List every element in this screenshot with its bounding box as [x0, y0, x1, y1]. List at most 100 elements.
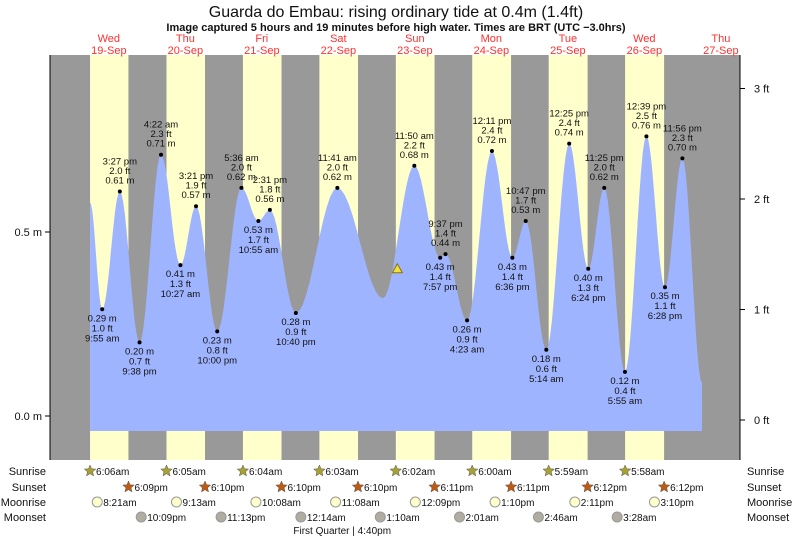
low-tide-time: 6:36 pm	[495, 282, 529, 293]
low-tide-height-ft: 0.9 ft	[457, 334, 478, 345]
high-tide-time: 10:47 pm	[506, 186, 546, 197]
low-tide-height-m: 0.20 m	[125, 346, 154, 357]
high-tide-height-ft: 2.5 ft	[636, 111, 657, 122]
low-tide-point	[622, 369, 627, 374]
moonrise-moon-icon	[569, 496, 581, 508]
low-tide-point	[178, 263, 183, 268]
moonset-time: 2:46am	[544, 513, 577, 524]
high-tide-height-m: 0.56 m	[255, 194, 284, 205]
moonrise-time: 9:13am	[182, 498, 215, 509]
low-tide-height-ft: 0.7 ft	[129, 356, 150, 367]
sunset-time: 6:11pm	[517, 483, 550, 494]
sunrise-time: 6:02am	[402, 467, 435, 478]
sunrise-time: 5:59am	[555, 467, 588, 478]
date-label: 27-Sep	[703, 45, 738, 57]
sunset-time: 6:10pm	[364, 483, 397, 494]
chart-title: Guarda do Embau: rising ordinary tide at…	[209, 4, 583, 21]
sunrise-star-icon	[618, 464, 632, 477]
chart-subtitle: Image captured 5 hours and 19 minutes be…	[166, 22, 626, 34]
high-tide-point	[644, 134, 649, 139]
high-tide-time: 12:11 pm	[472, 116, 511, 127]
day-of-week-label: Thu	[176, 33, 195, 45]
moonrise-moon-icon	[91, 496, 103, 508]
moonset-moon-icon	[454, 511, 466, 523]
low-tide-height-m: 0.23 m	[203, 335, 232, 346]
moonrise-row-label: Moonrise	[1, 497, 46, 509]
high-tide-point	[159, 152, 164, 157]
low-tide-height-ft: 0.6 ft	[536, 364, 557, 375]
low-tide-time: 10:40 pm	[276, 337, 316, 348]
moonset-moon-icon	[135, 511, 147, 523]
moonrise-time: 11:08am	[342, 498, 380, 509]
high-tide-point	[194, 204, 199, 209]
day-of-week-label: Wed	[633, 33, 655, 45]
high-tide-height-ft: 2.3 ft	[672, 133, 693, 144]
tide-curve	[90, 136, 703, 432]
low-tide-height-m: 0.28 m	[281, 317, 310, 328]
moonset-row-label-right: Moonset	[747, 512, 789, 524]
high-tide-point	[335, 185, 340, 190]
date-label: 22-Sep	[321, 45, 356, 57]
high-tide-height-m: 0.76 m	[632, 120, 661, 131]
day-of-week-label: Thu	[711, 33, 730, 45]
moonset-time: 2:01am	[466, 513, 499, 524]
moonrise-time: 1:10pm	[501, 498, 534, 509]
sunrise-star-icon	[83, 464, 97, 477]
high-tide-height-m: 0.62 m	[227, 172, 256, 183]
left-tick-label: 0.0 m	[14, 411, 42, 423]
moonrise-moon-icon	[409, 496, 421, 508]
moonset-time: 10:09pm	[147, 513, 186, 524]
sunrise-star-icon	[160, 464, 173, 477]
sunrise-time: 6:04am	[249, 467, 282, 478]
low-tide-time: 5:14 am	[529, 374, 563, 385]
sunrise-time: 6:00am	[478, 467, 511, 478]
high-tide-point	[680, 156, 685, 161]
sunrise-star-icon	[236, 464, 250, 477]
sunset-time: 6:12pm	[594, 483, 627, 494]
extrema-labels: 0.29 m1.0 ft9:55 am3:27 pm2.0 ft0.61 m0.…	[85, 101, 702, 407]
day-of-week-label: Sun	[405, 33, 425, 45]
moonrise-moon-icon	[648, 496, 660, 508]
date-label: 23-Sep	[397, 45, 432, 57]
right-tick-label: 2 ft	[754, 194, 769, 206]
date-label: 24-Sep	[474, 45, 509, 57]
low-tide-height-ft: 1.3 ft	[170, 279, 191, 290]
low-tide-time: 6:28 pm	[648, 311, 682, 322]
low-tide-height-m: 0.26 m	[453, 324, 482, 335]
low-tide-point	[256, 218, 261, 223]
moonrise-moon-icon	[330, 496, 342, 508]
low-tide-height-m: 0.35 m	[650, 291, 679, 302]
moonset-time: 1:10am	[386, 513, 419, 524]
low-tide-time: 10:27 am	[161, 289, 201, 300]
high-tide-time: 3:27 pm	[103, 157, 137, 168]
low-tide-height-ft: 1.1 ft	[654, 301, 675, 312]
low-tide-height-m: 0.43 m	[426, 262, 455, 273]
high-tide-height-ft: 1.7 ft	[515, 195, 536, 206]
high-tide-point	[267, 207, 272, 212]
sunset-star-icon	[198, 480, 212, 493]
sunset-star-icon	[122, 480, 135, 493]
high-tide-time: 5:36 am	[224, 153, 258, 164]
low-tide-height-m: 0.18 m	[532, 354, 561, 365]
high-tide-time: 3:21 pm	[179, 171, 213, 182]
high-tide-height-ft: 2.0 ft	[327, 162, 348, 173]
low-tide-point	[293, 310, 298, 315]
high-tide-height-ft: 2.0 ft	[594, 162, 615, 173]
moonrise-time: 10:08am	[262, 498, 301, 509]
sunrise-star-icon	[313, 464, 326, 477]
date-label: 21-Sep	[244, 45, 279, 57]
moonset-time: 3:28am	[623, 513, 656, 524]
low-tide-height-m: 0.12 m	[610, 376, 639, 387]
high-tide-height-ft: 1.4 ft	[435, 229, 456, 240]
day-of-week-label: Sat	[330, 33, 347, 45]
sunset-time: 6:10pm	[288, 483, 321, 494]
high-tide-height-ft: 2.0 ft	[109, 166, 130, 177]
sunrise-star-icon	[465, 464, 479, 477]
sunrise-time: 6:06am	[96, 467, 129, 478]
water-level-area	[90, 136, 703, 432]
sunset-star-icon	[504, 480, 518, 493]
left-tick-label: 0.5 m	[14, 227, 42, 239]
sunset-star-icon	[275, 480, 288, 493]
sunrise-star-icon	[389, 464, 403, 477]
low-tide-time: 10:55 am	[239, 245, 279, 256]
